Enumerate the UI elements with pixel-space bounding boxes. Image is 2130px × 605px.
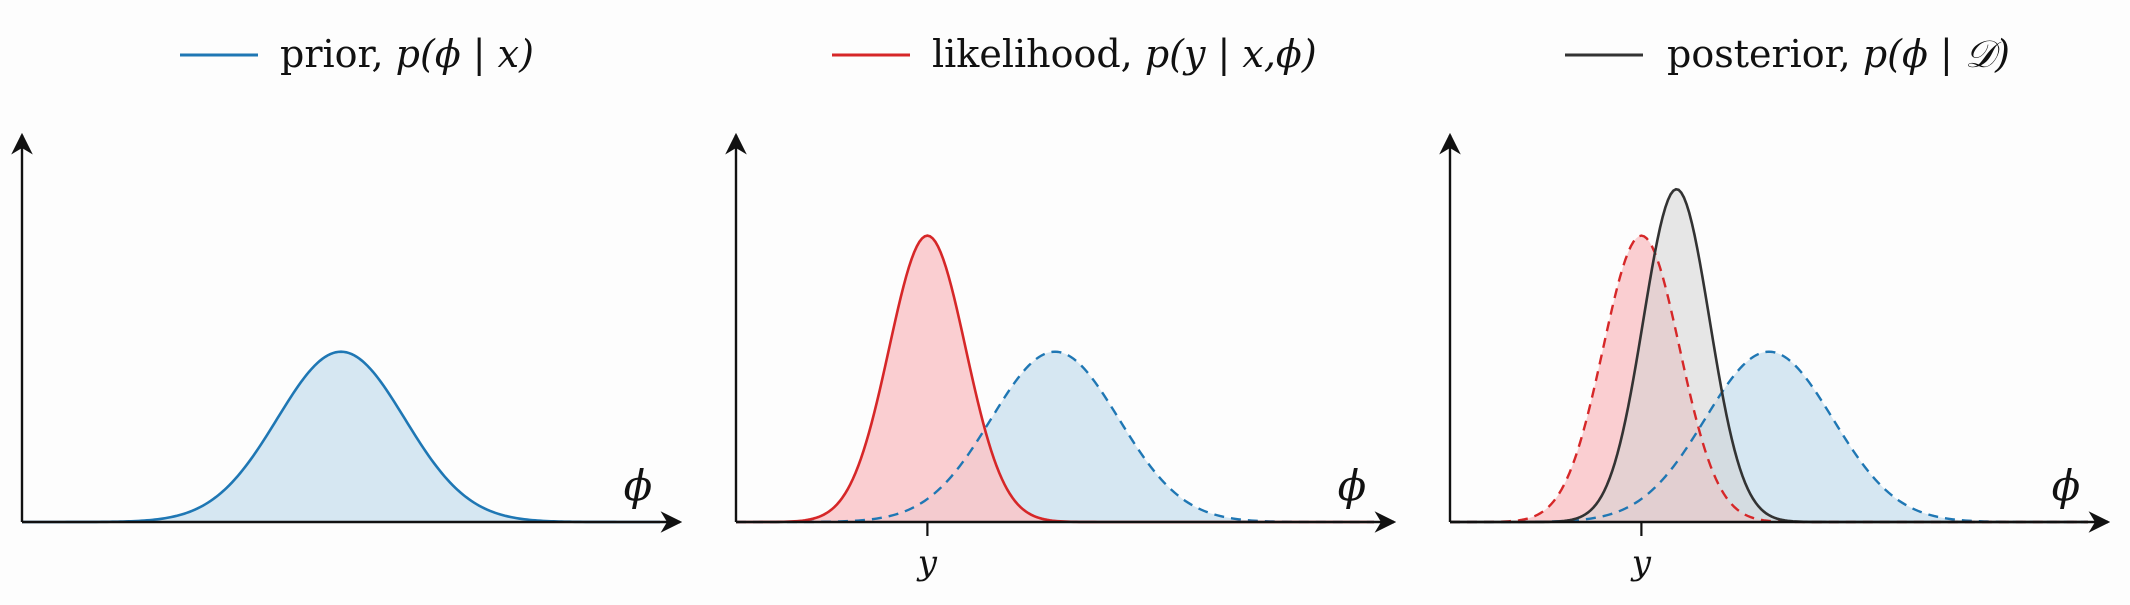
x-axis-label: ϕ [2052,461,2081,510]
x-axis-label: ϕ [624,461,653,510]
legend-label-prior: prior, p(ϕ | x) [280,32,534,76]
legend: prior, p(ϕ | x) likelihood, p(y | x,ϕ) pos… [180,32,2010,76]
legend-item-likelihood: likelihood, p(y | x,ϕ) [832,32,1317,76]
panel-2: ϕy [736,135,1394,583]
x-axis-label: ϕ [1338,461,1367,510]
legend-item-prior: prior, p(ϕ | x) [180,32,534,76]
prior-area [22,352,660,522]
panel-1: ϕ [22,135,680,522]
x-tick-label: y [916,543,938,583]
legend-label-likelihood: likelihood, p(y | x,ϕ) [932,32,1317,76]
legend-label-posterior: posterior, p(ϕ | 𝒟) [1667,32,2010,76]
legend-item-posterior: posterior, p(ϕ | 𝒟) [1565,32,2010,76]
prior-area [736,352,1374,522]
prior-area [1450,352,2088,522]
panel-3: ϕy [1450,135,2108,583]
x-tick-label: y [1630,543,1652,583]
